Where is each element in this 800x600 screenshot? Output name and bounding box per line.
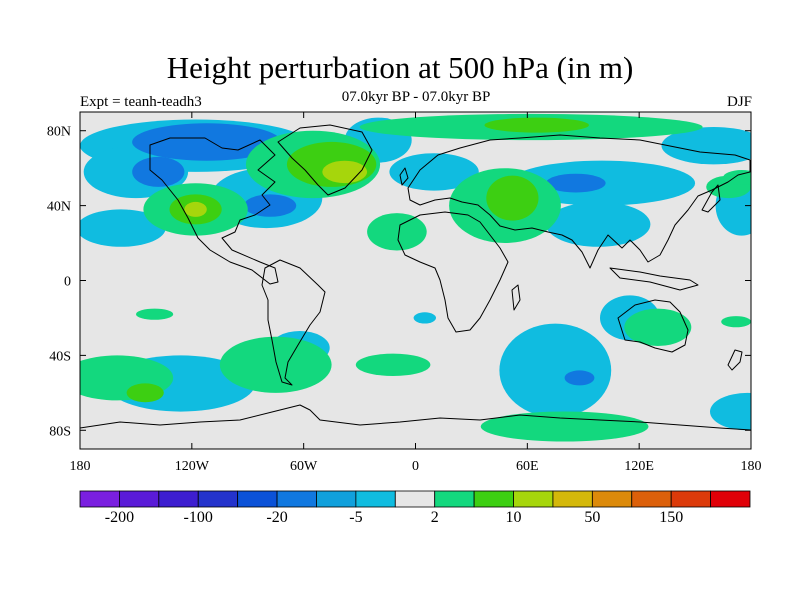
colorbar-label-0: -200	[105, 509, 134, 526]
colorbar-box-4	[237, 490, 278, 508]
anomaly-region-10-4	[126, 383, 164, 403]
anomaly-region-2-8	[355, 353, 431, 376]
colorbar-box-0	[79, 490, 120, 508]
uk-outline	[399, 167, 409, 186]
anomaly-region--5-15	[710, 392, 751, 431]
colorbar-box-10	[473, 490, 514, 508]
season-label: DJF	[726, 94, 752, 110]
colorbar-label-5: 10	[506, 509, 522, 526]
lon-tick-label-6: 180	[741, 459, 762, 474]
lon-tick-label-0: 180	[70, 459, 91, 474]
new-zealand-outline	[727, 349, 743, 371]
anomaly-region-2-7	[219, 336, 332, 393]
anomaly-region-2-4	[367, 213, 427, 251]
colorbar-box-11	[513, 490, 554, 508]
colorbar-label-7: 150	[659, 509, 683, 526]
japan-outline	[701, 184, 721, 213]
colorbar-box-12	[552, 490, 593, 508]
colorbar-box-13	[591, 490, 633, 508]
colorbar-label-1: -100	[184, 509, 213, 526]
colorbar-box-8	[394, 490, 436, 508]
lon-tick-label-4: 60E	[516, 459, 539, 474]
experiment-label: Expt = teanh-teadh3	[80, 94, 202, 110]
colorbar-box-15	[670, 490, 711, 508]
anomaly-region--5-3	[80, 209, 166, 247]
colorbar-label-2: -20	[266, 509, 287, 526]
anomaly-region-10-0	[484, 117, 589, 133]
chart-title: Height perturbation at 500 hPa (in m)	[166, 50, 634, 85]
colorbar-label-6: 50	[584, 509, 600, 526]
lon-tick-label-3: 0	[412, 459, 419, 474]
colorbar: -200 -100 -20 -5 2 10 50 150	[79, 490, 751, 526]
africa-outline	[397, 211, 509, 333]
colorbar-box-5	[276, 490, 317, 508]
colorbar-box-14	[631, 490, 672, 508]
map-ticks: 180 120W 60W 0 60E 120E 180 80N 40N 0 40S 80S	[47, 112, 762, 474]
colorbar-box-2	[158, 490, 199, 508]
anomaly-region-2-12	[721, 316, 751, 328]
anomaly-region--5-8	[661, 127, 751, 165]
colorbar-label-4: 2	[431, 509, 439, 526]
anomaly-region--20-4	[564, 370, 595, 386]
lon-tick-label-2: 60W	[290, 459, 318, 474]
anomaly-region-50-0	[322, 160, 368, 184]
anomaly-region--20-1	[132, 156, 185, 187]
anomaly-region-10-3	[486, 175, 539, 221]
colorbar-box-3	[197, 490, 239, 508]
colorbar-box-9	[434, 490, 475, 508]
colorbar-box-1	[119, 490, 160, 508]
indonesia-outline	[609, 267, 699, 291]
eurasia-outline	[407, 134, 751, 269]
colorbar-label-3: -5	[349, 509, 362, 526]
anomaly-region--20-2	[244, 194, 297, 217]
chart-subtitle: 07.0kyr BP - 07.0kyr BP	[341, 89, 491, 105]
anomaly-region-2-9	[480, 411, 649, 442]
anomaly-region-2-10	[624, 308, 692, 346]
antarctica-outline	[80, 404, 751, 431]
anomaly-region-2-13	[723, 170, 751, 185]
lat-tick-label-2: 0	[64, 275, 71, 290]
anomaly-region--20-3	[546, 173, 606, 193]
anomaly-region--5-7	[546, 201, 651, 247]
greenland-outline	[277, 124, 373, 196]
anomaly-region-50-1	[184, 201, 207, 217]
north-america-outline	[149, 137, 279, 285]
lon-tick-label-1: 120W	[175, 459, 210, 474]
colorbar-box-6	[316, 490, 357, 508]
lat-tick-label-0: 80N	[47, 125, 71, 140]
colorbar-box-16	[710, 490, 751, 508]
anomaly-region--20-0	[132, 123, 282, 161]
south-america-outline	[261, 259, 326, 386]
lat-tick-label-1: 40N	[47, 200, 71, 215]
lon-tick-label-5: 120E	[624, 459, 654, 474]
australia-outline	[617, 299, 689, 353]
lat-tick-label-3: 40S	[49, 349, 71, 364]
madagascar-outline	[511, 284, 521, 311]
anomaly-field-layer	[80, 113, 751, 442]
anomaly-region--5-5	[389, 153, 479, 191]
continent-outlines	[80, 124, 751, 431]
anomaly-region--5-12	[499, 323, 612, 418]
lat-tick-label-4: 80S	[49, 424, 71, 439]
anomaly-region-2-11	[136, 308, 174, 320]
colorbar-box-7	[355, 490, 396, 508]
anomaly-region--5-14	[413, 312, 436, 324]
